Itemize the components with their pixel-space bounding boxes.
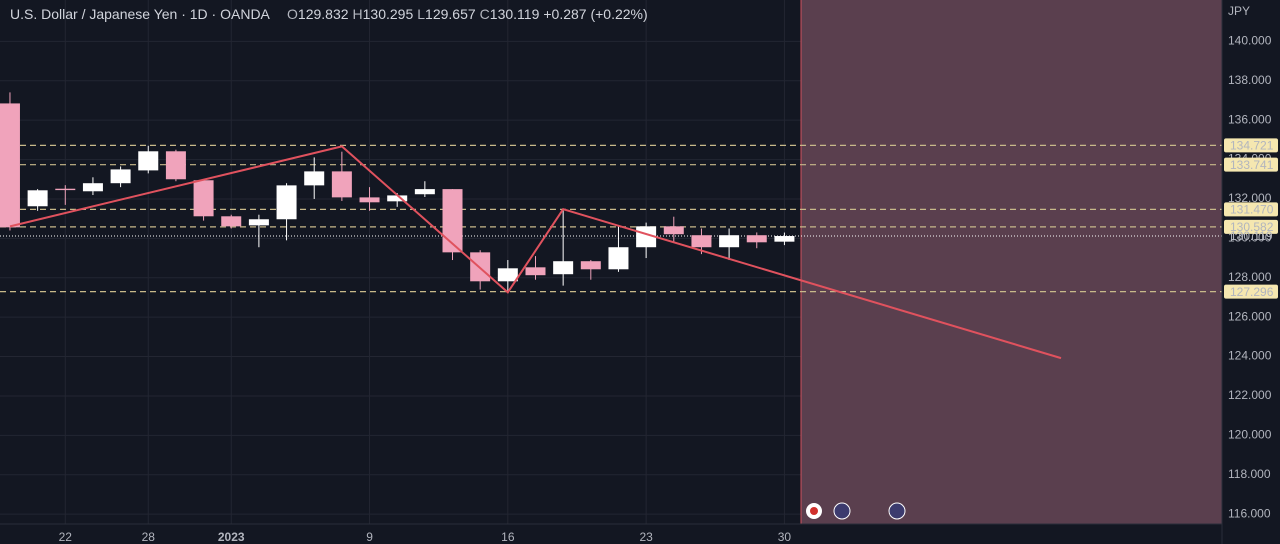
ohlc-value: 129.657 (425, 6, 476, 22)
ohlc-label: C (480, 6, 490, 22)
ohlc-label: H (353, 6, 363, 22)
level-tag (1224, 157, 1278, 172)
candle-body (663, 226, 684, 235)
y-tick-label: 138.000 (1228, 73, 1272, 87)
candle-body (138, 151, 159, 171)
price-axis (1222, 0, 1280, 544)
candle-body (746, 235, 767, 243)
last-price-label: 130.119 (1230, 229, 1273, 243)
level-label: 130.582 (1230, 220, 1274, 234)
x-tick-label: 28 (142, 530, 156, 544)
candle-body (719, 235, 740, 248)
y-tick-label: 140.000 (1228, 34, 1272, 48)
level-tag (1224, 219, 1278, 234)
candle-body (774, 236, 795, 242)
ohlc-value: 130.295 (363, 6, 414, 22)
candle-body (0, 103, 20, 228)
zigzag-line (9, 145, 1062, 360)
candle-body (691, 235, 712, 248)
ohlc-value: 130.119 (490, 6, 540, 22)
axis: 116.000 118.000 120.000 122.000 124.000 126.0… (59, 4, 1278, 544)
x-tick-label: 9 (366, 530, 373, 544)
candle-body (82, 183, 103, 192)
x-tick-label: 2023 (218, 530, 245, 544)
y-tick-label: 130.000 (1228, 231, 1272, 245)
candle-body (497, 268, 518, 282)
y-tick-label: 122.000 (1228, 388, 1272, 402)
y-tick-label: 128.000 (1228, 270, 1272, 284)
candle-body (387, 195, 408, 202)
x-tick-label: 30 (778, 530, 792, 544)
level-tag (1224, 284, 1278, 299)
x-tick-label: 23 (639, 530, 653, 544)
candle-body (414, 189, 435, 195)
candle-body (276, 185, 297, 220)
change: +0.287 (+0.22%) (543, 6, 647, 22)
ohlc-label: L (417, 6, 425, 22)
candle-body (359, 197, 380, 203)
candle-body (580, 261, 601, 270)
x-tick-label: 16 (501, 530, 515, 544)
candle-body (165, 151, 186, 180)
y-tick-label: 132.000 (1228, 191, 1272, 205)
y-tick-label: 120.000 (1228, 428, 1272, 442)
candle-body (608, 247, 629, 270)
y-tick-label: 116.000 (1228, 506, 1271, 520)
y-tick-label: 126.000 (1228, 309, 1272, 323)
candle-body (442, 189, 463, 253)
candle-body (55, 188, 76, 191)
event-icon (888, 502, 906, 520)
y-tick-label: 136.000 (1228, 112, 1272, 126)
level-tag (1224, 138, 1278, 153)
ohlc-label: O (287, 6, 298, 22)
y-tick-label: 118.000 (1228, 467, 1271, 481)
drawing (9, 145, 1062, 360)
level-label: 134.721 (1230, 139, 1274, 153)
y-axis-label: JPY (1228, 4, 1250, 18)
ohlc-value: 129.832 (298, 6, 349, 22)
candle-body (304, 171, 325, 186)
candles (0, 92, 795, 292)
x-tick-label: 22 (59, 530, 73, 544)
header: U.S. Dollar / Japanese Yen · 1D · OANDA … (10, 6, 648, 22)
symbol-title: U.S. Dollar / Japanese Yen · 1D · OANDA (10, 6, 271, 22)
candle-body (248, 219, 269, 226)
candle-body (110, 169, 131, 184)
shaded-region (801, 0, 1222, 524)
level-tag (1224, 202, 1278, 217)
event-icon (833, 502, 851, 520)
level-label: 131.470 (1230, 203, 1274, 217)
level-label: 127.296 (1230, 285, 1274, 299)
candle-body (525, 267, 546, 276)
event-icons (806, 502, 906, 520)
candle-body (27, 190, 48, 207)
candle-body (331, 171, 352, 198)
candle-body (193, 180, 214, 217)
candle-body (221, 216, 242, 227)
candle-body (553, 261, 574, 275)
level-label: 133.741 (1230, 158, 1274, 172)
event-icon (810, 507, 818, 515)
y-tick-label: 124.000 (1228, 349, 1272, 363)
